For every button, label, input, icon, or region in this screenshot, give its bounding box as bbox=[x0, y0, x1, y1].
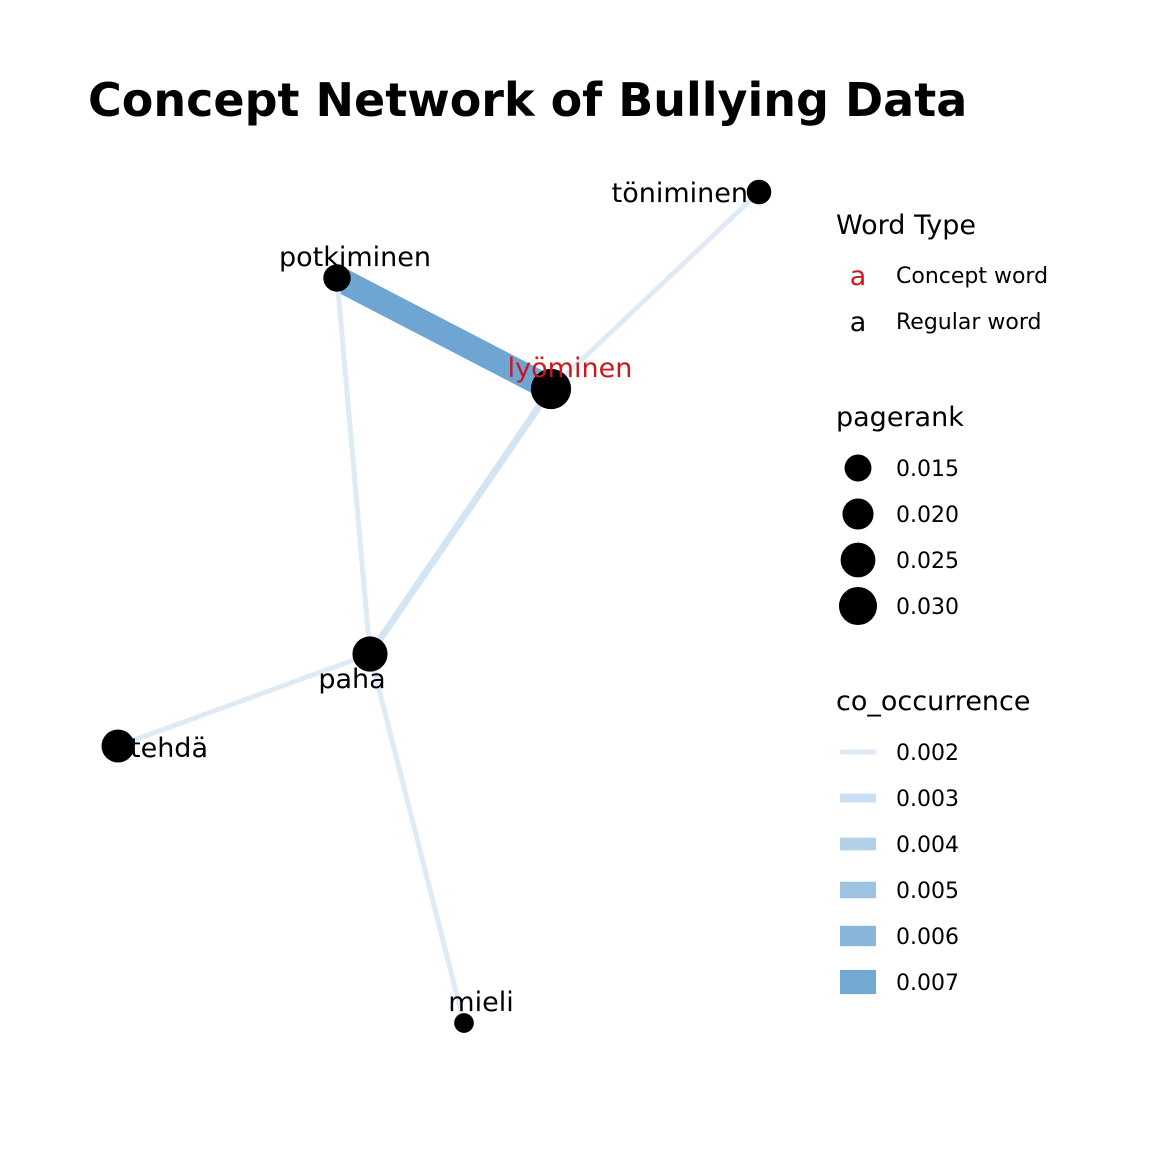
legend-word-type-key-regular: a bbox=[850, 307, 867, 338]
legend-word-type-title: Word Type bbox=[836, 210, 976, 241]
edge-potkiminen-lyominen bbox=[331, 266, 557, 401]
legend-co-occurrence-key-2 bbox=[840, 837, 876, 851]
legend-pagerank-label-1: 0.020 bbox=[896, 503, 959, 528]
legend-pagerank-title: pagerank bbox=[836, 402, 964, 433]
legend-co-occurrence-label-1: 0.003 bbox=[896, 787, 959, 812]
network-nodes bbox=[101, 179, 772, 1033]
legend-co-occurrence-title: co_occurrence bbox=[836, 686, 1031, 717]
node-mieli bbox=[454, 1013, 474, 1033]
legend-co-occurrence-label-0: 0.002 bbox=[896, 741, 959, 766]
chart-title: Concept Network of Bullying Data bbox=[88, 73, 967, 127]
network-labels: töniminen potkiminen lyöminen paha tehdä miel… bbox=[130, 178, 748, 1018]
legend-word-type: Word Type a Concept word a Regular word bbox=[836, 210, 1048, 338]
network-edges bbox=[117, 190, 761, 1024]
node-tehda bbox=[101, 729, 135, 763]
edge-paha-mieli bbox=[367, 653, 467, 1024]
legend-pagerank-key-2 bbox=[840, 542, 876, 578]
node-label-lyominen: lyöminen bbox=[508, 353, 633, 384]
legend-pagerank-key-1 bbox=[842, 498, 874, 530]
legend-pagerank-key-3 bbox=[838, 586, 878, 626]
legend-co-occurrence-label-2: 0.004 bbox=[896, 833, 959, 858]
legend-co-occurrence-label-5: 0.007 bbox=[896, 971, 959, 996]
legend-word-type-label-regular: Regular word bbox=[896, 310, 1041, 335]
legend-co-occurrence-label-4: 0.006 bbox=[896, 925, 959, 950]
legend-co-occurrence-key-5 bbox=[840, 969, 876, 995]
legend-co-occurrence-label-3: 0.005 bbox=[896, 879, 959, 904]
legend-pagerank-label-2: 0.025 bbox=[896, 549, 959, 574]
legend-pagerank-key-0 bbox=[844, 454, 872, 482]
legend-co-occurrence-key-1 bbox=[840, 793, 876, 803]
legend-co-occurrence-key-3 bbox=[840, 881, 876, 899]
edge-tehda-paha bbox=[117, 651, 371, 749]
edge-lyominen-paha bbox=[367, 387, 554, 656]
node-label-mieli: mieli bbox=[448, 987, 513, 1018]
legend-word-type-key-concept: a bbox=[850, 261, 867, 292]
legend-co-occurrence-key-4 bbox=[840, 925, 876, 947]
node-lyominen bbox=[530, 368, 572, 410]
node-label-tehda: tehdä bbox=[130, 733, 208, 764]
legend-co-occurrence: co_occurrence 0.002 0.003 0.004 0.005 0.006 0… bbox=[836, 686, 1031, 996]
node-label-potkiminen: potkiminen bbox=[279, 242, 431, 273]
legend-pagerank-label-3: 0.030 bbox=[896, 595, 959, 620]
legend-pagerank: pagerank 0.015 0.020 0.025 0.030 bbox=[836, 402, 964, 626]
legend-pagerank-label-0: 0.015 bbox=[896, 457, 959, 482]
node-paha bbox=[352, 636, 388, 672]
node-potkiminen bbox=[323, 264, 351, 292]
node-label-paha: paha bbox=[318, 664, 385, 695]
legend-co-occurrence-key-0 bbox=[840, 749, 876, 755]
node-label-toniminen: töniminen bbox=[612, 178, 748, 209]
edge-potkiminen-paha bbox=[334, 277, 373, 655]
edge-toniminen-lyominen bbox=[549, 190, 761, 391]
node-toniminen bbox=[746, 179, 772, 205]
legend-word-type-label-concept: Concept word bbox=[896, 264, 1048, 289]
